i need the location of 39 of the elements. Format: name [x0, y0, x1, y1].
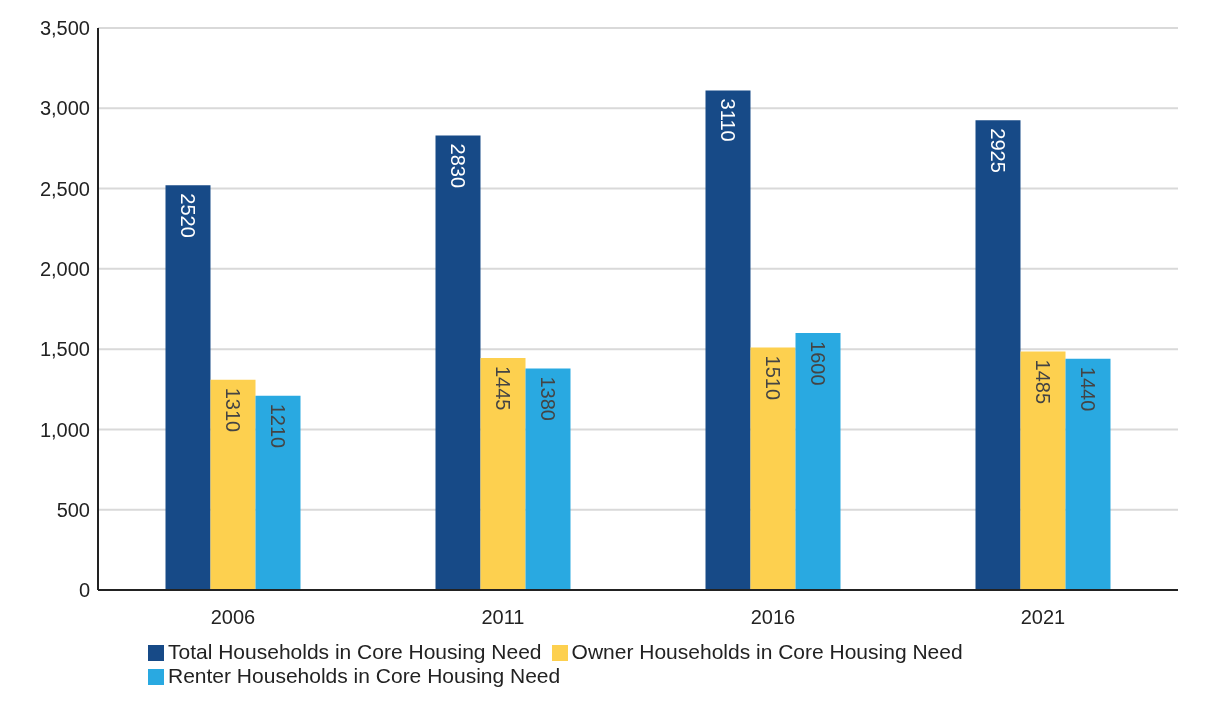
bar	[480, 357, 526, 590]
legend-label: Renter Households in Core Housing Need	[168, 664, 561, 687]
data-label: 2830	[447, 143, 469, 189]
data-label: 1510	[762, 355, 784, 401]
y-tick-label: 1,500	[39, 338, 90, 361]
bar	[210, 379, 256, 590]
bar	[435, 135, 481, 590]
legend-label: Total Households in Core Housing Need	[168, 640, 542, 663]
data-label: 1210	[267, 403, 289, 449]
x-tick-label: 2006	[210, 606, 256, 629]
bar	[795, 333, 841, 590]
data-label: 1600	[807, 341, 829, 386]
bar	[1065, 358, 1111, 590]
bar	[1020, 351, 1066, 590]
data-label: 1485	[1032, 359, 1054, 405]
data-label: 2520	[177, 193, 199, 238]
x-tick-label: 2011	[481, 606, 525, 629]
data-label: 3110	[717, 98, 739, 142]
bar	[525, 368, 571, 590]
y-tick-label: 2,500	[39, 177, 90, 200]
data-label: 2925	[987, 128, 1009, 173]
legend-label: Owner Households in Core Housing Need	[571, 640, 963, 663]
x-tick-label: 2016	[750, 606, 796, 629]
data-label: 1310	[222, 387, 244, 433]
y-tick-label: 2,000	[39, 257, 90, 280]
bar	[165, 185, 211, 590]
data-label: 1380	[537, 376, 559, 421]
y-tick-label: 3,000	[39, 97, 90, 120]
bar	[975, 120, 1021, 590]
x-tick-label: 2021	[1020, 606, 1066, 629]
y-tick-label: 1,000	[39, 418, 90, 441]
y-tick-label: 0	[78, 579, 90, 602]
data-label: 1445	[492, 365, 514, 411]
y-tick-label: 3,500	[39, 17, 90, 40]
data-label: 1440	[1077, 366, 1099, 412]
bar	[705, 90, 751, 590]
bar	[255, 395, 301, 590]
bar	[750, 347, 796, 590]
y-tick-label: 500	[56, 498, 90, 521]
